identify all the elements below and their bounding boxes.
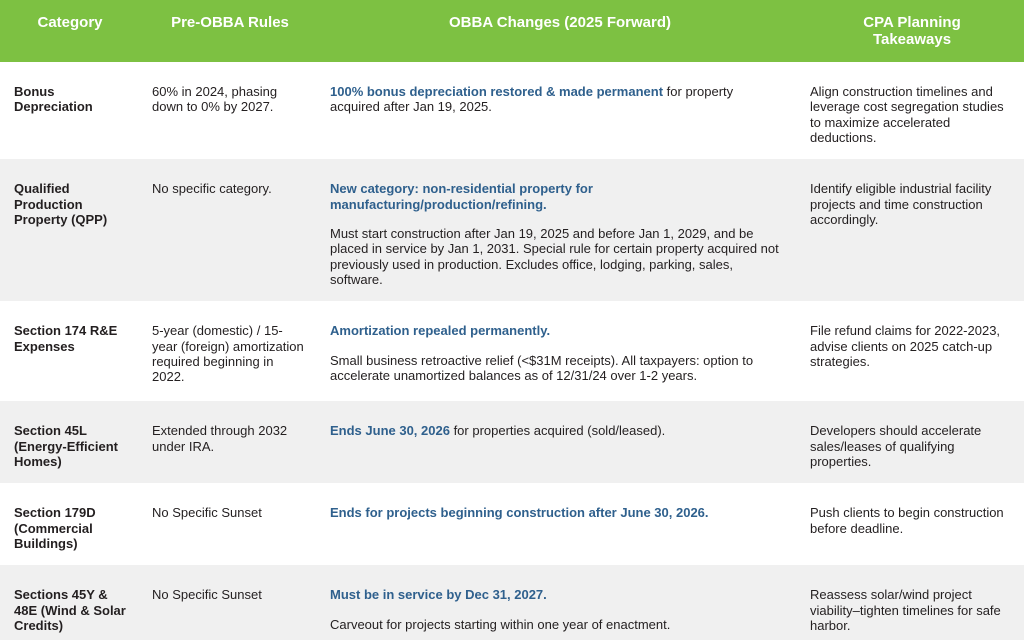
header-category: Category <box>37 14 103 31</box>
obba-highlight-text: Amortization repealed permanently. <box>330 323 551 339</box>
cpa-text: Reassess solar/wind project viability–ti… <box>810 587 1001 633</box>
category-label: Qualified Production Property (QPP) <box>14 181 108 227</box>
obba-detail-text: Small business retroactive relief (<$31M… <box>330 352 754 383</box>
obba-primary-line: Amortization repealed permanently. <box>330 323 782 338</box>
obba-highlight-text: 100% bonus depreciation restored & made … <box>330 84 664 99</box>
obba-primary-line: Ends June 30, 2026 for properties acquir… <box>330 423 782 438</box>
category-cell: Sections 45Y & 48E (Wind & Solar Credits… <box>0 565 140 640</box>
obba-highlight-text: Ends for projects beginning construction… <box>330 505 709 521</box>
category-label: Bonus Depreciation <box>14 84 93 115</box>
obba-detail-text: Carveout for projects starting within on… <box>330 616 671 632</box>
table-header: Category Pre-OBBA Rules OBBA Changes (20… <box>0 0 1024 62</box>
obba-highlight-text: New category: non-residential property f… <box>330 181 593 212</box>
pre-obba-text: Extended through 2032 under IRA. <box>152 423 288 454</box>
cpa-cell: Developers should accelerate sales/lease… <box>800 401 1024 483</box>
obba-changes-cell: Ends June 30, 2026 for properties acquir… <box>320 401 800 483</box>
category-label: Section 179D (Commercial Buildings) <box>14 505 96 551</box>
obba-inline-text: for property acquired after Jan 19, 2025… <box>330 84 734 115</box>
cpa-text: Identify eligible industrial facility pr… <box>810 181 992 227</box>
category-cell: Section 179D (Commercial Buildings) <box>0 483 140 565</box>
pre-obba-text: 60% in 2024, phasing down to 0% by 2027. <box>152 84 278 115</box>
header-obba-changes: OBBA Changes (2025 Forward) <box>449 14 671 31</box>
pre-obba-cell: No Specific Sunset <box>140 565 320 640</box>
obba-inline-text: for properties acquired (sold/leased). <box>449 423 666 439</box>
pre-obba-text: No Specific Sunset <box>152 587 262 603</box>
table-row: Bonus Depreciation 60% in 2024, phasing … <box>0 62 1024 160</box>
cpa-text: Push clients to begin construction befor… <box>810 505 1004 536</box>
obba-primary-line: 100% bonus depreciation restored & made … <box>330 84 782 115</box>
obba-highlight-text: Ends June 30, 2026 <box>330 423 450 439</box>
obba-changes-cell: New category: non-residential property f… <box>320 159 800 301</box>
header-cpa-planning-takeaways: CPA Planning Takeaways <box>863 14 961 49</box>
obba-highlight-text: Must be in service by Dec 31, 2027. <box>330 587 547 603</box>
table-row: Section 45L (Energy-Efficient Homes) Ext… <box>0 401 1024 484</box>
category-cell: Bonus Depreciation <box>0 62 140 159</box>
cpa-cell: Align construction timelines and leverag… <box>800 62 1024 159</box>
category-cell: Section 174 R&E Expenses <box>0 301 140 401</box>
table-row: Sections 45Y & 48E (Wind & Solar Credits… <box>0 565 1024 640</box>
pre-obba-cell: No Specific Sunset <box>140 483 320 565</box>
category-label: Sections 45Y & 48E (Wind & Solar Credits… <box>14 587 126 633</box>
category-cell: Section 45L (Energy-Efficient Homes) <box>0 401 140 483</box>
pre-obba-text: 5-year (domestic) / 15-year (foreign) am… <box>152 323 304 385</box>
table-row: Qualified Production Property (QPP) No s… <box>0 159 1024 302</box>
cpa-cell: Identify eligible industrial facility pr… <box>800 159 1024 301</box>
cpa-text: Align construction timelines and leverag… <box>810 84 1004 145</box>
obba-changes-cell: Amortization repealed permanently. Small… <box>320 301 800 401</box>
table-row: Section 179D (Commercial Buildings) No S… <box>0 483 1024 566</box>
table-row: Section 174 R&E Expenses 5-year (domesti… <box>0 301 1024 402</box>
pre-obba-cell: No specific category. <box>140 159 320 301</box>
header-pre-obba-rules: Pre-OBBA Rules <box>171 14 289 31</box>
category-cell: Qualified Production Property (QPP) <box>0 159 140 301</box>
obba-changes-cell: Must be in service by Dec 31, 2027. Carv… <box>320 565 800 640</box>
category-label: Section 45L (Energy-Efficient Homes) <box>14 423 119 469</box>
pre-obba-cell: 60% in 2024, phasing down to 0% by 2027. <box>140 62 320 159</box>
cpa-cell: Push clients to begin construction befor… <box>800 483 1024 565</box>
obba-primary-line: Must be in service by Dec 31, 2027. <box>330 587 782 602</box>
pre-obba-cell: 5-year (domestic) / 15-year (foreign) am… <box>140 301 320 401</box>
cpa-text: File refund claims for 2022-2023, advise… <box>810 323 1001 369</box>
obba-primary-line: New category: non-residential property f… <box>330 181 782 212</box>
pre-obba-text: No specific category. <box>152 181 272 197</box>
pre-obba-cell: Extended through 2032 under IRA. <box>140 401 320 483</box>
obba-changes-cell: 100% bonus depreciation restored & made … <box>320 62 800 159</box>
cpa-cell: Reassess solar/wind project viability–ti… <box>800 565 1024 640</box>
obba-detail-text: Must start construction after Jan 19, 20… <box>330 225 779 287</box>
obba-primary-line: Ends for projects beginning construction… <box>330 505 782 520</box>
cpa-cell: File refund claims for 2022-2023, advise… <box>800 301 1024 401</box>
category-label: Section 174 R&E Expenses <box>14 323 118 354</box>
obba-changes-cell: Ends for projects beginning construction… <box>320 483 800 565</box>
table-body: Bonus Depreciation 60% in 2024, phasing … <box>0 62 1024 640</box>
cpa-text: Developers should accelerate sales/lease… <box>810 423 982 469</box>
pre-obba-text: No Specific Sunset <box>152 505 262 521</box>
